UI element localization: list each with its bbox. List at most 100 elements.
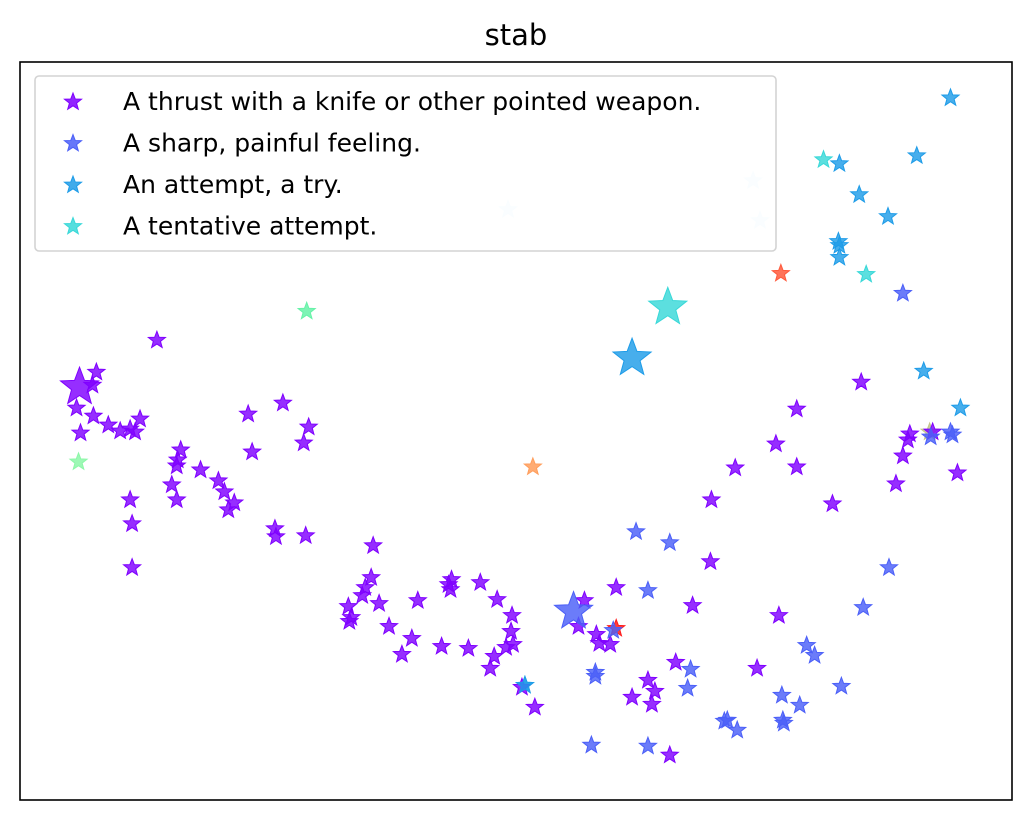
data-point-series-1: [295, 525, 316, 545]
data-point-series-1: [369, 593, 390, 612]
legend-marker-1: [63, 91, 83, 111]
data-point-series-1: [568, 616, 589, 635]
data-point-series-1: [524, 696, 545, 716]
data-point-series-2: [892, 282, 913, 302]
data-point-series-1: [440, 579, 461, 599]
legend-marker-3: [63, 174, 83, 194]
data-point-series-1: [822, 493, 843, 513]
data-point-series-1: [644, 680, 665, 700]
data-point-series-1: [146, 329, 167, 349]
data-point-series-2: [804, 644, 825, 664]
data-point-series-1: [82, 374, 103, 394]
data-point-series-1: [665, 651, 686, 671]
data-point-series-1: [701, 489, 722, 509]
data-point-series-3: [829, 153, 850, 173]
data-point-series-1: [166, 455, 187, 475]
data-point-series-1: [361, 567, 382, 587]
data-point-series-4: [647, 285, 689, 325]
data-point-series-3: [940, 87, 961, 107]
data-point-series-3: [849, 184, 870, 204]
chart-title: stab: [485, 18, 548, 52]
data-point-series-2: [581, 734, 602, 754]
data-point-series-1: [293, 432, 314, 452]
data-point-series-2: [727, 719, 748, 739]
data-point-series-1: [338, 596, 359, 615]
data-point-series-1: [786, 398, 807, 418]
legend-label-3: An attempt, a try.: [123, 170, 343, 199]
data-point-series-1: [122, 557, 143, 577]
data-point-series-1: [659, 744, 680, 764]
data-point-series-3: [913, 360, 934, 380]
data-point-series-1: [224, 492, 245, 512]
data-point-series-1: [98, 414, 119, 434]
data-point-series-1: [480, 657, 501, 677]
data-point-series-1: [70, 422, 91, 442]
legend-marker-2: [63, 133, 83, 152]
data-point-series-1: [238, 403, 259, 423]
legend-label-4: A tentative attempt.: [123, 212, 377, 241]
legend-label-1: A thrust with a knife or other pointed w…: [123, 87, 701, 116]
data-point-series-4: [856, 263, 877, 283]
data-point-other: [522, 456, 543, 476]
data-point-series-3: [829, 247, 850, 266]
data-point-series-1: [407, 590, 428, 609]
data-point-series-2: [879, 557, 899, 577]
data-point-series-2: [638, 735, 658, 755]
data-point-series-2: [853, 597, 874, 616]
data-point-series-2: [638, 580, 658, 600]
data-point-series-1: [502, 605, 522, 624]
data-point-series-2: [773, 712, 794, 732]
data-point-other: [296, 300, 317, 320]
data-point-series-1: [700, 551, 721, 571]
data-point-series-1: [606, 577, 627, 597]
data-point-series-1: [83, 405, 104, 425]
legend-label-2: A sharp, painful feeling.: [123, 129, 421, 158]
data-point-series-1: [355, 577, 376, 597]
data-point-series-1: [122, 513, 143, 533]
data-point-series-1: [458, 637, 479, 657]
data-point-series-1: [431, 635, 452, 655]
data-point-series-1: [161, 474, 182, 494]
data-point-series-2: [796, 634, 817, 654]
data-point-series-3: [950, 397, 971, 417]
data-point-series-1: [86, 361, 107, 381]
data-point-series-1: [586, 624, 607, 643]
data-point-series-1: [470, 572, 491, 592]
data-point-series-1: [589, 632, 610, 652]
data-point-series-1: [363, 535, 384, 555]
data-point-series-1: [947, 462, 968, 482]
data-point-series-3: [611, 336, 653, 376]
data-point-series-2: [659, 532, 680, 552]
data-point-series-1: [487, 589, 508, 608]
plot-area: [19, 61, 1013, 801]
data-point-series-1: [768, 605, 789, 624]
data-point-series-1: [190, 459, 211, 479]
data-point-series-1: [682, 595, 703, 614]
data-point-series-1: [242, 441, 263, 461]
data-point-series-2: [942, 424, 963, 444]
data-point-series-1: [401, 628, 422, 647]
data-point-series-1: [266, 526, 286, 546]
data-point-series-2: [717, 709, 738, 729]
data-point-series-1: [600, 633, 621, 653]
legend: A thrust with a knife or other pointed w…: [34, 75, 777, 252]
data-point-series-3: [878, 206, 898, 226]
data-point-other: [770, 263, 791, 282]
data-point-series-1: [391, 643, 412, 663]
data-point-series-2: [789, 694, 810, 714]
data-point-series-1: [503, 633, 523, 653]
data-point-series-1: [892, 445, 913, 465]
data-point-series-1: [208, 470, 229, 490]
data-point-series-1: [130, 408, 150, 428]
data-point-series-3: [515, 674, 535, 694]
data-point-series-1: [379, 616, 399, 635]
data-point-series-1: [886, 473, 906, 493]
legend-marker-4: [63, 216, 83, 235]
data-point-series-1: [298, 416, 319, 436]
data-point-series-2: [831, 675, 852, 695]
data-point-series-1: [170, 439, 191, 459]
data-point-series-1: [120, 489, 141, 509]
data-point-series-1: [725, 457, 746, 477]
data-point-series-2: [771, 684, 792, 704]
